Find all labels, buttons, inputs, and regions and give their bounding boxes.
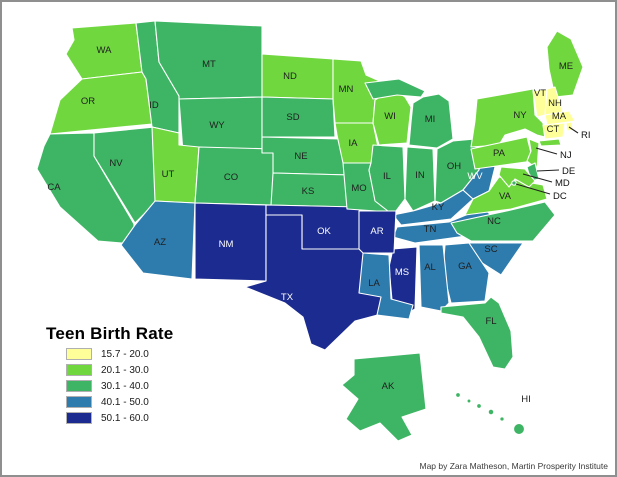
state-label-co: CO <box>224 172 238 183</box>
legend-swatch-3 <box>66 380 92 392</box>
state-label-mn: MN <box>339 84 354 95</box>
callout-label-nj: NJ <box>560 150 572 161</box>
state-shape-ma <box>544 110 576 126</box>
state-label-ma: MA <box>552 111 567 122</box>
state-shape-ak <box>341 352 427 442</box>
state-label-mo: MO <box>351 183 366 194</box>
state-label-ar: AR <box>370 226 383 237</box>
state-label-fl: FL <box>485 316 496 327</box>
legend-row-4: 40.1 - 50.0 <box>66 396 173 408</box>
legend-swatch-4 <box>66 396 92 408</box>
state-shape-me <box>546 30 584 98</box>
state-label-la: LA <box>368 278 380 289</box>
state-label-ne: NE <box>294 151 307 162</box>
state-shape-sd <box>261 96 336 138</box>
state-label-oh: OH <box>447 161 461 172</box>
state-shape-ar <box>358 210 397 254</box>
state-shape-tx <box>244 214 388 351</box>
legend-swatch-5 <box>66 412 92 424</box>
state-label-sd: SD <box>286 112 299 123</box>
state-shape-ct <box>542 122 566 140</box>
state-label-ct: CT <box>547 124 560 135</box>
state-label-wa: WA <box>97 45 113 56</box>
callout-line-md <box>522 173 553 183</box>
state-label-in: IN <box>415 170 425 181</box>
state-shape-mi-upper-peninsula <box>364 78 426 100</box>
callout-line-dc <box>515 183 551 195</box>
callout-label-md: MD <box>555 178 570 189</box>
callout-line-nj <box>535 147 558 155</box>
state-shape-hi <box>455 392 526 436</box>
state-label-nv: NV <box>109 158 123 169</box>
state-label-wi: WI <box>384 111 396 122</box>
state-label-ms: MS <box>395 267 409 278</box>
state-shape-md <box>498 166 536 188</box>
state-label-tx: TX <box>281 292 294 303</box>
state-shape-nd <box>261 53 334 100</box>
state-label-sc: SC <box>484 244 497 255</box>
legend-label-2: 20.1 - 30.0 <box>101 364 149 376</box>
legend-title: Teen Birth Rate <box>46 324 174 343</box>
state-label-or: OR <box>81 96 95 107</box>
state-shape-al <box>418 244 450 312</box>
state-label-me: ME <box>559 61 573 72</box>
state-label-ca: CA <box>47 182 61 193</box>
state-label-wy: WY <box>209 120 225 131</box>
callout-label-de: DE <box>562 166 575 177</box>
state-label-ny: NY <box>513 110 527 121</box>
state-label-il: IL <box>383 171 391 182</box>
state-label-ak: AK <box>382 381 395 392</box>
state-label-nd: ND <box>283 71 297 82</box>
legend-label-5: 50.1 - 60.0 <box>101 412 149 424</box>
legend-label-3: 30.1 - 40.0 <box>101 380 149 392</box>
state-label-ok: OK <box>317 226 331 237</box>
state-label-al: AL <box>424 262 436 273</box>
legend-row-1: 15.7 - 20.0 <box>66 348 173 360</box>
legend-row-2: 20.1 - 30.0 <box>66 364 173 376</box>
state-label-mt: MT <box>202 59 216 70</box>
state-shape-in <box>404 146 436 212</box>
state-label-ga: GA <box>458 261 472 272</box>
legend-swatch-1 <box>66 348 92 360</box>
state-label-id: ID <box>149 100 159 111</box>
state-label-ks: KS <box>302 186 315 197</box>
legend-swatch-2 <box>66 364 92 376</box>
state-shape-dc <box>511 180 517 186</box>
state-label-vt: VT <box>534 88 546 99</box>
state-label-tn: TN <box>424 224 437 235</box>
callout-label-ri: RI <box>581 130 591 141</box>
state-shape-nc <box>450 201 556 242</box>
state-label-pa: PA <box>493 148 506 159</box>
callout-line-de <box>536 169 560 172</box>
state-label-ky: KY <box>432 202 445 213</box>
state-label-va: VA <box>499 191 512 202</box>
state-label-nc: NC <box>487 216 501 227</box>
state-shape-il <box>368 144 406 216</box>
state-label-ut: UT <box>162 169 175 180</box>
state-label-nh: NH <box>548 98 562 109</box>
callout-label-dc: DC <box>553 191 567 202</box>
state-shape-fl <box>440 296 514 370</box>
state-shape-mi <box>408 93 454 149</box>
state-label-nm: NM <box>219 239 234 250</box>
state-label-ia: IA <box>349 138 359 149</box>
state-label-wv: WV <box>467 171 483 182</box>
legend-row-5: 50.1 - 60.0 <box>66 412 173 424</box>
callout-line-ri <box>568 126 579 134</box>
state-shape-la <box>358 252 414 320</box>
state-label-az: AZ <box>154 237 166 248</box>
state-shape-ri <box>565 121 574 132</box>
state-label-mi: MI <box>425 114 436 125</box>
attribution-text: Map by Zara Matheson, Martin Prosperity … <box>419 461 609 471</box>
state-label-hi: HI <box>521 394 531 405</box>
legend-label-4: 40.1 - 50.0 <box>101 396 149 408</box>
legend: Teen Birth Rate 15.7 - 20.0 20.1 - 30.0 … <box>46 324 173 424</box>
state-shape-ny <box>470 88 546 148</box>
legend-row-3: 30.1 - 40.0 <box>66 380 173 392</box>
legend-label-1: 15.7 - 20.0 <box>101 348 149 360</box>
state-shape-or <box>49 71 153 135</box>
state-shape-ny-long-island <box>538 138 562 147</box>
